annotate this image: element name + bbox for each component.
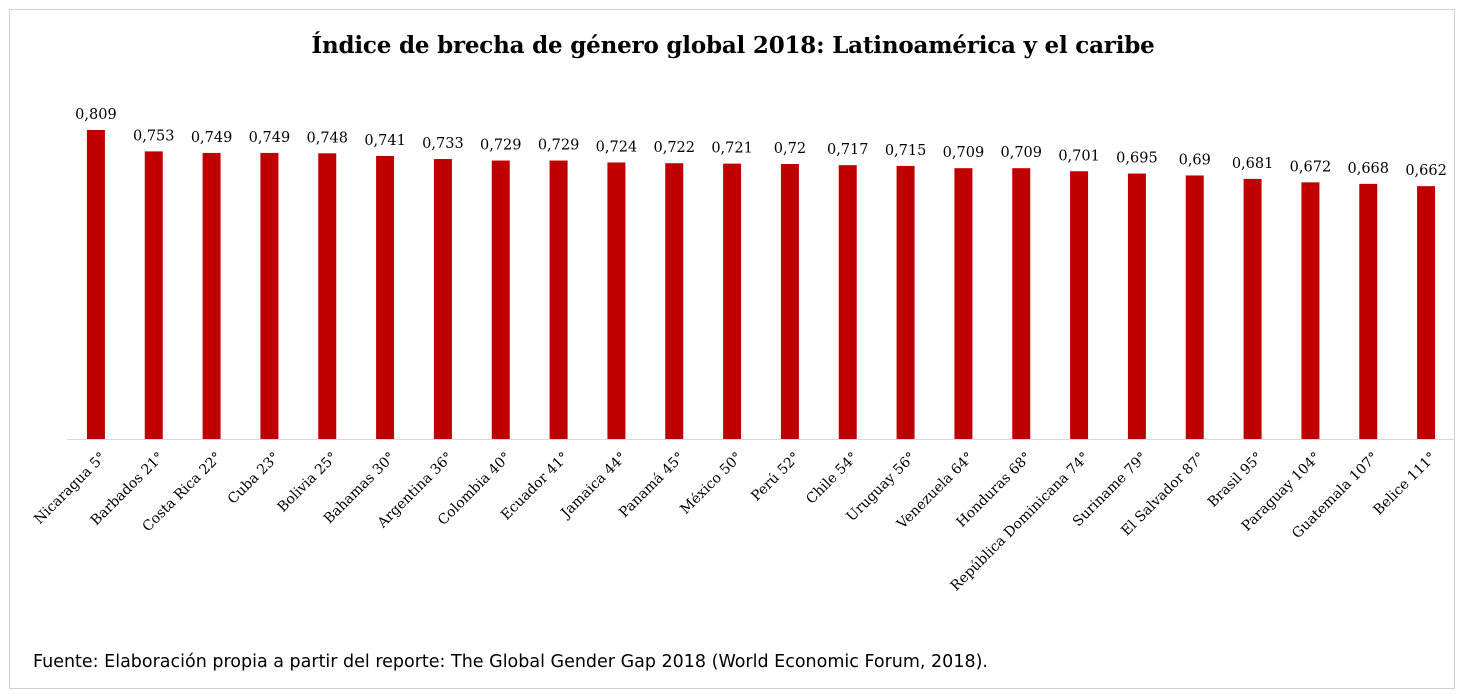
category-labels-layer: Nicaragua 5°Barbados 21°Costa Rica 22° Cu… <box>31 449 1439 594</box>
data-label: 0,749 <box>249 130 291 146</box>
data-label: 0,681 <box>1232 156 1274 172</box>
data-label: 0,721 <box>711 141 753 157</box>
value-labels-layer: 0,809 0,753 0,749 0,749 0,748 0,741 0,733 0,729… <box>75 107 1447 179</box>
data-label: 0,741 <box>364 133 406 149</box>
data-label: 0,69 <box>1179 152 1211 168</box>
data-label: 0,701 <box>1058 148 1100 164</box>
data-label: 0,709 <box>1000 145 1042 161</box>
bar <box>1012 168 1031 439</box>
bar <box>1070 171 1089 440</box>
bar <box>780 163 799 439</box>
x-tick-label: Brasil 95° <box>1205 449 1266 510</box>
data-label: 0,753 <box>133 128 175 144</box>
bar <box>607 162 626 439</box>
data-label: 0,748 <box>306 130 348 146</box>
data-label: 0,749 <box>191 130 233 146</box>
bar <box>260 152 279 439</box>
x-tick-label: México 50° <box>677 449 745 517</box>
bars-layer <box>86 130 1436 440</box>
x-tick-label: Chile 54° <box>803 449 861 507</box>
bar <box>1243 178 1262 439</box>
data-label: 0,715 <box>885 143 927 159</box>
data-label: 0,724 <box>596 139 638 155</box>
bar <box>376 155 395 439</box>
x-tick-label: Perú 52° <box>748 449 803 504</box>
data-label: 0,662 <box>1405 163 1447 179</box>
bar <box>723 163 742 439</box>
bar <box>896 165 915 440</box>
data-label: 0,809 <box>75 107 117 123</box>
bar <box>1185 175 1204 440</box>
bar <box>1417 186 1436 439</box>
data-label: 0,733 <box>422 136 464 152</box>
data-label: 0,722 <box>653 140 695 156</box>
bar <box>665 163 684 439</box>
data-label: 0,709 <box>943 145 985 161</box>
bar <box>1127 173 1146 439</box>
data-label: 0,695 <box>1116 151 1158 167</box>
bar <box>433 159 452 439</box>
bar <box>491 160 510 439</box>
data-label: 0,729 <box>538 138 580 154</box>
data-label: 0,72 <box>774 141 806 157</box>
bar <box>144 151 163 439</box>
bar <box>202 152 221 439</box>
bar <box>838 165 857 439</box>
source-note: Fuente: Elaboración propia a partir del … <box>33 652 988 672</box>
bar <box>954 168 973 439</box>
bar <box>1359 183 1378 439</box>
data-label: 0,672 <box>1290 159 1332 175</box>
bar <box>549 160 568 439</box>
data-label: 0,717 <box>827 142 869 158</box>
bar <box>1301 182 1320 439</box>
data-label: 0,729 <box>480 138 522 154</box>
bar <box>86 130 105 439</box>
x-tick-label: Cuba 23° <box>225 449 283 507</box>
bar <box>318 153 337 439</box>
chart-title: Índice de brecha de género global 2018: … <box>311 32 1155 59</box>
data-label: 0,668 <box>1347 161 1389 177</box>
